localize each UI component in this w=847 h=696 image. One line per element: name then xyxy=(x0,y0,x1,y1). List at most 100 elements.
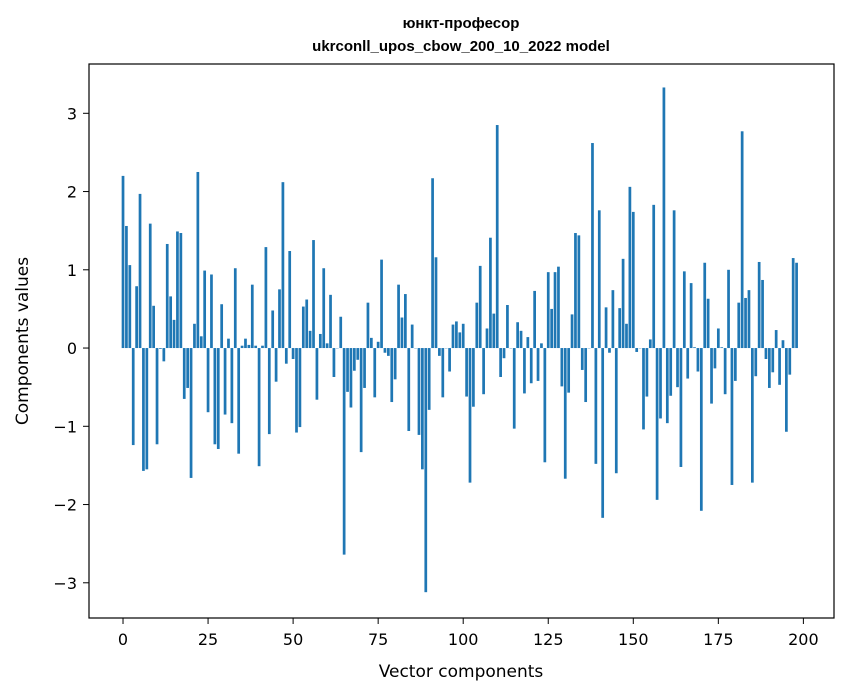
chart-title: юнкт-професор xyxy=(403,15,520,32)
bar-65 xyxy=(342,348,346,555)
bar-113 xyxy=(506,305,509,349)
bar-33 xyxy=(233,268,237,349)
bar-191 xyxy=(771,348,775,373)
bar-12 xyxy=(162,348,166,362)
bar-3 xyxy=(131,348,135,446)
bar-54 xyxy=(305,299,309,349)
bar-108 xyxy=(489,237,492,349)
x-tick-label: 150 xyxy=(618,630,649,649)
bar-64 xyxy=(339,316,343,349)
bar-161 xyxy=(669,348,673,396)
bar-146 xyxy=(618,308,622,349)
bar-143 xyxy=(608,348,611,353)
bar-172 xyxy=(706,298,710,349)
bar-94 xyxy=(441,348,445,398)
bar-105 xyxy=(478,265,482,349)
bar-8 xyxy=(148,223,152,349)
bar-32 xyxy=(230,348,234,424)
bar-89 xyxy=(424,348,428,593)
bar-51 xyxy=(295,348,298,433)
bar-164 xyxy=(679,348,683,467)
bar-49 xyxy=(288,251,292,349)
bar-106 xyxy=(482,348,485,395)
bar-70 xyxy=(359,348,363,453)
bar-2 xyxy=(128,265,132,349)
y-axis-ticks: −3 −2 −1 0 1 2 3 xyxy=(53,104,89,593)
x-axis-label: Vector components xyxy=(379,662,544,682)
bar-189 xyxy=(764,348,768,359)
bar-96 xyxy=(448,348,451,372)
bar-100 xyxy=(461,323,465,349)
bar-85 xyxy=(410,324,414,349)
x-tick-label: 100 xyxy=(448,630,479,649)
plot-area-frame xyxy=(88,63,835,619)
bar-147 xyxy=(621,258,625,349)
bar-177 xyxy=(723,348,727,395)
y-tick-label: 0 xyxy=(67,339,77,358)
y-tick-label: −2 xyxy=(53,496,77,515)
bar-159 xyxy=(662,87,666,349)
bar-28 xyxy=(216,348,220,449)
bar-187 xyxy=(757,261,761,349)
bar-14 xyxy=(169,296,173,349)
bar-50 xyxy=(291,348,295,359)
bar-47 xyxy=(281,182,285,349)
bar-132 xyxy=(570,314,574,349)
bar-180 xyxy=(733,348,737,381)
bar-82 xyxy=(400,317,404,349)
bar-62 xyxy=(332,348,336,377)
bar-117 xyxy=(519,330,523,349)
bar-138 xyxy=(591,143,594,349)
bar-77 xyxy=(383,348,387,353)
bar-38 xyxy=(250,284,254,349)
bar-134 xyxy=(577,235,581,349)
bar-194 xyxy=(781,340,785,349)
bar-150 xyxy=(631,211,635,349)
bar-109 xyxy=(492,313,496,349)
bar-24 xyxy=(203,270,207,349)
bar-26 xyxy=(210,274,213,349)
bar-182 xyxy=(740,131,744,349)
bar-81 xyxy=(397,284,400,349)
bar-61 xyxy=(329,294,332,349)
bar-135 xyxy=(580,348,584,370)
bar-57 xyxy=(315,348,319,400)
y-tick-label: 1 xyxy=(67,261,77,280)
bar-133 xyxy=(574,233,577,349)
bar-167 xyxy=(689,283,693,349)
bar-42 xyxy=(264,247,268,349)
bar-87 xyxy=(417,348,421,435)
bar-18 xyxy=(182,348,186,399)
bar-141 xyxy=(601,348,605,518)
bar-140 xyxy=(597,210,601,349)
bar-130 xyxy=(563,348,567,479)
bar-23 xyxy=(199,336,203,349)
x-tick-label: 25 xyxy=(198,630,218,649)
bar-195 xyxy=(785,348,788,432)
bar-0 xyxy=(121,175,125,349)
bar-97 xyxy=(451,324,455,349)
bar-99 xyxy=(458,332,462,349)
bar-5 xyxy=(138,193,142,349)
bar-179 xyxy=(730,348,734,485)
bar-11 xyxy=(159,348,162,349)
bar-160 xyxy=(665,348,669,424)
bar-68 xyxy=(352,348,356,371)
bar-67 xyxy=(349,348,353,408)
bar-13 xyxy=(165,243,169,349)
x-tick-label: 50 xyxy=(283,630,303,649)
bar-136 xyxy=(584,348,588,403)
bar-142 xyxy=(604,307,608,349)
bar-162 xyxy=(672,210,676,349)
bar-174 xyxy=(713,348,717,369)
bar-76 xyxy=(380,259,383,349)
bar-121 xyxy=(533,290,536,349)
bar-104 xyxy=(475,302,479,349)
bar-188 xyxy=(761,279,764,349)
bar-110 xyxy=(495,125,499,349)
bar-27 xyxy=(213,348,217,445)
bar-17 xyxy=(179,233,183,349)
bar-90 xyxy=(427,348,431,410)
bar-153 xyxy=(642,348,645,430)
